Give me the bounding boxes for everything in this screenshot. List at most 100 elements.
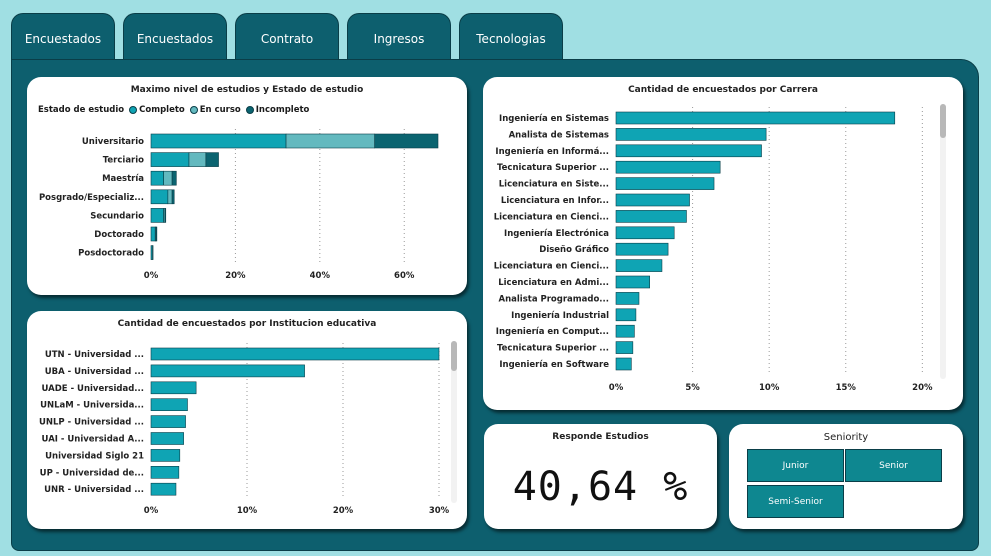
bar-analista-de-sistemas[interactable] <box>615 128 767 141</box>
category-label: Licenciatura en Infor... <box>501 196 609 206</box>
category-label: Licenciatura en Siste... <box>499 180 609 190</box>
tab-encuestados-2[interactable]: Encuestados <box>123 13 227 61</box>
bar-tecnicatura-superior[interactable] <box>615 341 634 354</box>
bar-incompleto-secundario[interactable] <box>164 208 167 223</box>
bar-uba-universidad[interactable] <box>150 364 305 378</box>
kpi-card: Responde Estudios 40,64 % <box>484 424 717 529</box>
bar-completo-posgrado-especializ[interactable] <box>150 189 169 205</box>
bar-diseno-grafico[interactable] <box>615 242 669 256</box>
seniority-title: Seniority <box>823 432 869 443</box>
tab-contrato[interactable]: Contrato <box>235 13 339 61</box>
category-label: Terciario <box>103 156 144 166</box>
category-label: Analista de Sistemas <box>509 130 609 140</box>
bar-uade-universidad[interactable] <box>150 381 197 395</box>
category-label: UADE - Universidad... <box>42 384 144 394</box>
bar-unlp-universidad[interactable] <box>150 415 186 428</box>
chart-carrera: 0% 5% 10% 15% 20% Ingeniería en Sistemas Anali… <box>494 107 933 393</box>
x-tick-label: 20% <box>225 271 246 281</box>
x-tick-label: 40% <box>310 271 331 281</box>
tab-tecnologias[interactable]: Tecnologias <box>459 13 563 61</box>
chart-card-carrera: Cantidad de encuestados por Carrera 0% 5%… <box>483 77 963 410</box>
chart-card-estudios: Maximo nivel de estudios y Estado de est… <box>27 77 467 295</box>
x-tick-label: 0% <box>144 506 159 516</box>
bar-unlam-universida[interactable] <box>150 398 188 411</box>
bar-utn-universidad[interactable] <box>150 347 440 361</box>
bar-completo-secundario[interactable] <box>150 208 164 223</box>
legend-label-completo: Completo <box>139 105 185 115</box>
bar-en-curso-maestria[interactable] <box>163 170 173 186</box>
x-tick-label: 10% <box>237 506 258 516</box>
category-label: Diseño Gráfico <box>539 245 609 255</box>
bar-licenciatura-en-siste[interactable] <box>615 177 715 190</box>
bar-incompleto-universitario[interactable] <box>374 133 439 149</box>
legend-item-en-curso[interactable]: En curso <box>189 105 241 115</box>
bar-en-curso-posgrado-especializ[interactable] <box>167 189 173 205</box>
category-label: Licenciatura en Cienci... <box>494 212 609 222</box>
bar-completo-maestria[interactable] <box>150 170 164 186</box>
scroll-thumb-institucion[interactable] <box>451 341 457 371</box>
x-tick-label: 15% <box>836 383 857 393</box>
bar-licenciatura-en-admi[interactable] <box>615 275 650 289</box>
bar-ingenieria-en-comput[interactable] <box>615 324 635 338</box>
category-label: Doctorado <box>94 230 144 240</box>
chart-institucion: 0% 10% 20% 30% UTN - Universidad ... UBA - Un… <box>39 343 450 516</box>
scrollbar-carrera[interactable] <box>940 104 946 379</box>
kpi-title: Responde Estudios <box>552 432 649 442</box>
x-tick-label: 60% <box>394 271 415 281</box>
category-label: Ingeniería Industrial <box>511 311 609 321</box>
bar-licenciatura-en-cienci[interactable] <box>615 259 663 272</box>
seniority-option-senior[interactable]: Senior <box>845 449 942 482</box>
legend-swatch-completo <box>129 106 138 114</box>
seniority-option-semi-senior[interactable]: Semi-Senior <box>747 485 844 518</box>
category-label: Secundario <box>90 211 144 221</box>
bar-uai-universidad-a[interactable] <box>150 432 184 445</box>
bar-licenciatura-en-infor[interactable] <box>615 193 690 207</box>
bar-incompleto-posgrado-especializ[interactable] <box>171 189 175 205</box>
category-label: UNLP - Universidad ... <box>39 418 144 428</box>
category-label: Maestría <box>102 174 144 184</box>
category-label: Posdoctorado <box>78 249 144 259</box>
bar-ingenieria-industrial[interactable] <box>615 308 637 322</box>
legend-estado: Estado de estudio Completo En curso Inco… <box>38 105 314 115</box>
x-tick-label: 30% <box>429 506 450 516</box>
bar-tecnicatura-superior[interactable] <box>615 160 721 174</box>
tab-encuestados-1[interactable]: Encuestados <box>11 13 115 61</box>
category-label: Ingeniería en Software <box>499 360 609 370</box>
bar-ingenieria-en-sistemas[interactable] <box>615 111 896 125</box>
bar-up-universidad-de[interactable] <box>150 466 180 479</box>
bar-analista-programado[interactable] <box>615 292 640 305</box>
bar-unr-universidad[interactable] <box>150 482 177 496</box>
legend-title: Estado de estudio <box>38 105 125 115</box>
bar-incompleto-terciario[interactable] <box>205 152 219 167</box>
bar-en-curso-posdoctorado[interactable] <box>151 245 154 260</box>
chart-estudios: 0% 20% 40% 60% Universitario Terciario Maestrí… <box>39 129 439 281</box>
legend-item-incompleto[interactable]: Incompleto <box>245 105 309 115</box>
bar-completo-universitario[interactable] <box>150 133 287 149</box>
x-tick-label: 20% <box>333 506 354 516</box>
bar-ingenieria-en-software[interactable] <box>615 357 632 371</box>
bar-en-curso-terciario[interactable] <box>188 152 207 167</box>
bar-incompleto-maestria[interactable] <box>171 170 177 186</box>
category-label: Ingeniería en Comput... <box>496 327 609 337</box>
bar-universidad-siglo-21[interactable] <box>150 449 181 462</box>
scrollbar-institucion[interactable] <box>451 341 457 503</box>
category-label: Analista Programado... <box>499 294 610 304</box>
bar-completo-doctorado[interactable] <box>150 226 156 242</box>
bar-ingenieria-en-informa[interactable] <box>615 144 762 158</box>
chart-card-institucion: Cantidad de encuestados por Institucion … <box>27 311 467 529</box>
bar-licenciatura-en-cienci[interactable] <box>615 210 687 223</box>
category-label: Licenciatura en Admi... <box>498 278 609 288</box>
x-tick-label: 20% <box>912 383 933 393</box>
category-label: Tecnicatura Superior ... <box>497 344 609 354</box>
category-label: UP - Universidad de... <box>40 468 144 478</box>
bar-incompleto-doctorado[interactable] <box>155 226 158 242</box>
scroll-thumb-carrera[interactable] <box>940 104 946 138</box>
legend-item-completo[interactable]: Completo <box>129 105 185 115</box>
bar-ingenieria-electronica[interactable] <box>615 226 675 240</box>
seniority-option-junior[interactable]: Junior <box>747 449 844 482</box>
chart-title-estudios: Maximo nivel de estudios y Estado de est… <box>130 85 364 95</box>
bar-en-curso-universitario[interactable] <box>285 133 375 149</box>
category-label: Universidad Siglo 21 <box>45 451 144 461</box>
bar-completo-terciario[interactable] <box>150 152 190 167</box>
tab-ingresos[interactable]: Ingresos <box>347 13 451 61</box>
